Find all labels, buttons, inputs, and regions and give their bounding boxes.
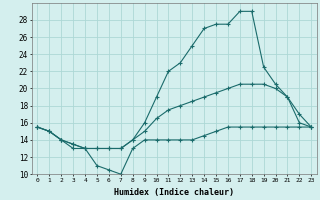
X-axis label: Humidex (Indice chaleur): Humidex (Indice chaleur) [114,188,234,197]
